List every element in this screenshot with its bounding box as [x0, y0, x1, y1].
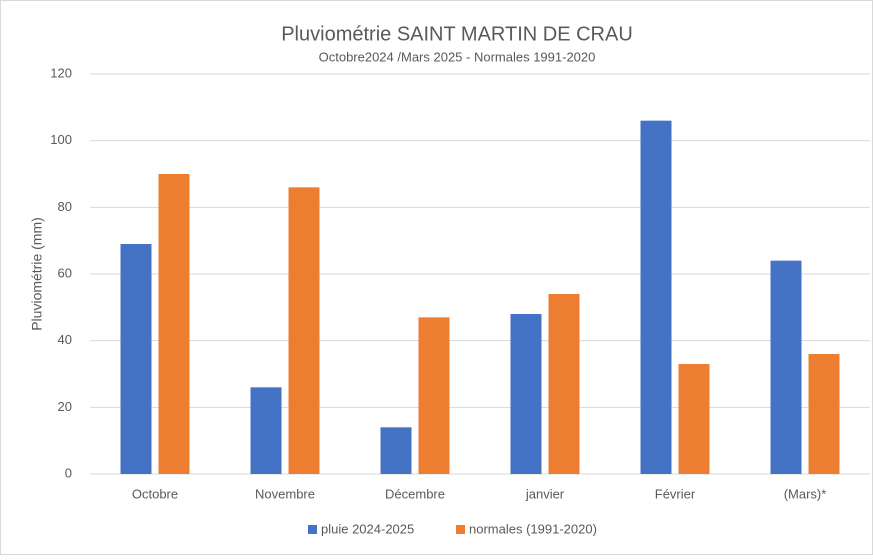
bar	[640, 120, 672, 475]
bar	[510, 314, 542, 474]
y-tick-label: 40	[58, 332, 72, 347]
y-axis-label: Pluviométrie (mm)	[29, 217, 45, 331]
chart-title: Pluviométrie SAINT MARTIN DE CRAU	[281, 23, 633, 45]
bar	[250, 387, 282, 474]
y-tick-label: 120	[50, 65, 72, 80]
legend-swatch	[308, 525, 317, 534]
bar	[418, 317, 450, 474]
chart-subtitle: Octobre2024 /Mars 2025 - Normales 1991-2…	[319, 49, 596, 64]
bar	[158, 174, 190, 474]
legend-label: pluie 2024-2025	[321, 521, 414, 536]
bar	[678, 364, 710, 474]
x-tick-label: Février	[655, 486, 696, 501]
x-tick-label: (Mars)*	[784, 486, 827, 501]
y-tick-label: 20	[58, 399, 72, 414]
y-tick-label: 0	[65, 465, 72, 480]
x-tick-label: Octobre	[132, 486, 178, 501]
bar	[808, 354, 840, 474]
y-tick-label: 60	[58, 265, 72, 280]
legend-label: normales (1991-2020)	[469, 521, 597, 536]
x-tick-label: Décembre	[385, 486, 445, 501]
bar	[548, 294, 580, 474]
y-tick-label: 80	[58, 199, 72, 214]
x-tick-label: Novembre	[255, 486, 315, 501]
bar	[770, 260, 802, 474]
y-tick-label: 100	[50, 132, 72, 147]
bar	[380, 427, 412, 474]
legend-swatch	[456, 525, 465, 534]
bar	[288, 187, 320, 475]
x-tick-label: janvier	[525, 486, 565, 501]
bar	[120, 244, 152, 474]
